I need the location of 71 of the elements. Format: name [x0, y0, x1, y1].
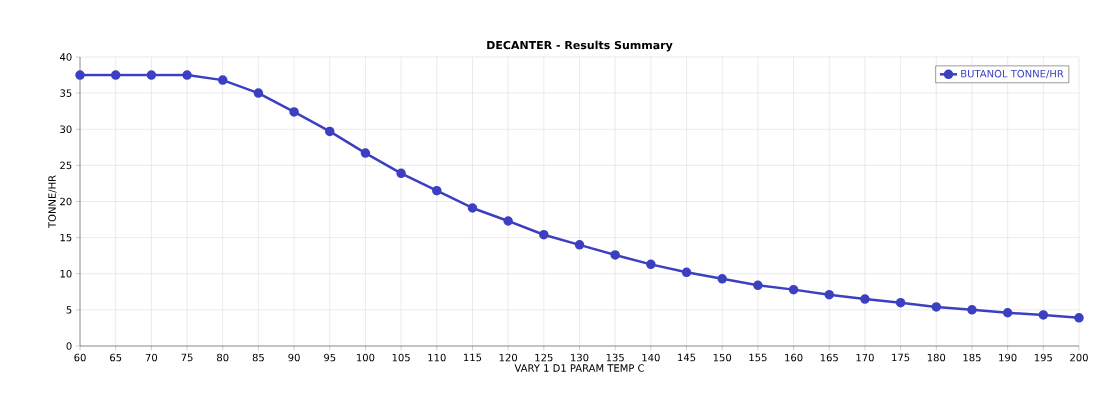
point [75, 70, 85, 80]
point [503, 216, 513, 226]
x-tick-label: 105 [392, 353, 410, 362]
y-tick-label: 25 [60, 161, 72, 170]
point [253, 88, 264, 98]
x-tick-label: 90 [288, 353, 300, 362]
x-tick-label: 70 [145, 353, 158, 362]
x-tick-label: 175 [892, 353, 910, 362]
point [182, 70, 192, 80]
x-tick-label: 75 [181, 353, 193, 362]
legend-label: BUTANOL TONNE/HR [961, 69, 1064, 79]
point [717, 274, 727, 284]
point [217, 75, 228, 85]
y-tick-label: 20 [60, 197, 72, 206]
point [824, 289, 834, 300]
x-tick-label: 140 [642, 353, 660, 362]
y-tick-label: 5 [66, 306, 72, 314]
point [610, 250, 620, 260]
x-tick-label: 115 [464, 353, 482, 362]
point [895, 297, 906, 308]
point [1002, 308, 1013, 318]
x-tick-label: 65 [110, 353, 122, 362]
x-tick-label: 155 [749, 353, 767, 362]
x-tick-label: 145 [678, 353, 696, 362]
point [467, 203, 478, 213]
point [931, 302, 942, 312]
y-tick-label: 15 [60, 233, 72, 242]
point [110, 70, 121, 80]
x-tick-label: 110 [428, 353, 446, 362]
point [967, 305, 977, 315]
point [146, 70, 157, 80]
point [432, 185, 442, 196]
x-axis-title: VARY 1 D1 PARAM TEMP C [514, 364, 645, 372]
y-tick-label: 35 [60, 89, 72, 97]
x-tick-label: 165 [820, 353, 838, 362]
x-tick-label: 120 [499, 353, 518, 362]
point [574, 240, 585, 250]
point [860, 294, 870, 304]
point [289, 107, 299, 117]
point [1038, 310, 1049, 320]
x-tick-label: 60 [74, 353, 86, 362]
point [788, 284, 799, 295]
y-tick-label: 10 [60, 269, 72, 278]
x-tick-label: 195 [1034, 353, 1052, 362]
x-tick-label: 130 [571, 353, 589, 362]
y-tick-label: 40 [59, 53, 72, 61]
point [1074, 313, 1084, 323]
x-tick-label: 180 [927, 353, 946, 362]
y-tick-label: 30 [60, 125, 72, 134]
y-axis-title: TONNE/HR [48, 175, 57, 229]
x-tick-label: 95 [324, 353, 336, 362]
point [681, 267, 692, 278]
x-tick-label: 200 [1070, 353, 1088, 362]
x-tick-label: 185 [963, 353, 981, 362]
x-tick-label: 190 [999, 353, 1017, 362]
point [539, 229, 549, 240]
point [753, 280, 763, 291]
x-tick-label: 125 [535, 353, 553, 362]
point [396, 168, 406, 179]
point [646, 259, 656, 270]
x-tick-label: 170 [856, 353, 874, 362]
chart-title: DECANTER - Results Summary [487, 40, 673, 52]
x-tick-label: 100 [356, 353, 375, 362]
point [360, 148, 371, 158]
point [325, 126, 335, 137]
x-tick-label: 135 [606, 353, 624, 362]
x-tick-label: 85 [252, 353, 264, 362]
y-tick-label: 0 [66, 342, 72, 350]
x-tick-label: 80 [217, 353, 229, 362]
x-tick-label: 160 [785, 353, 803, 362]
x-tick-label: 150 [713, 353, 732, 362]
